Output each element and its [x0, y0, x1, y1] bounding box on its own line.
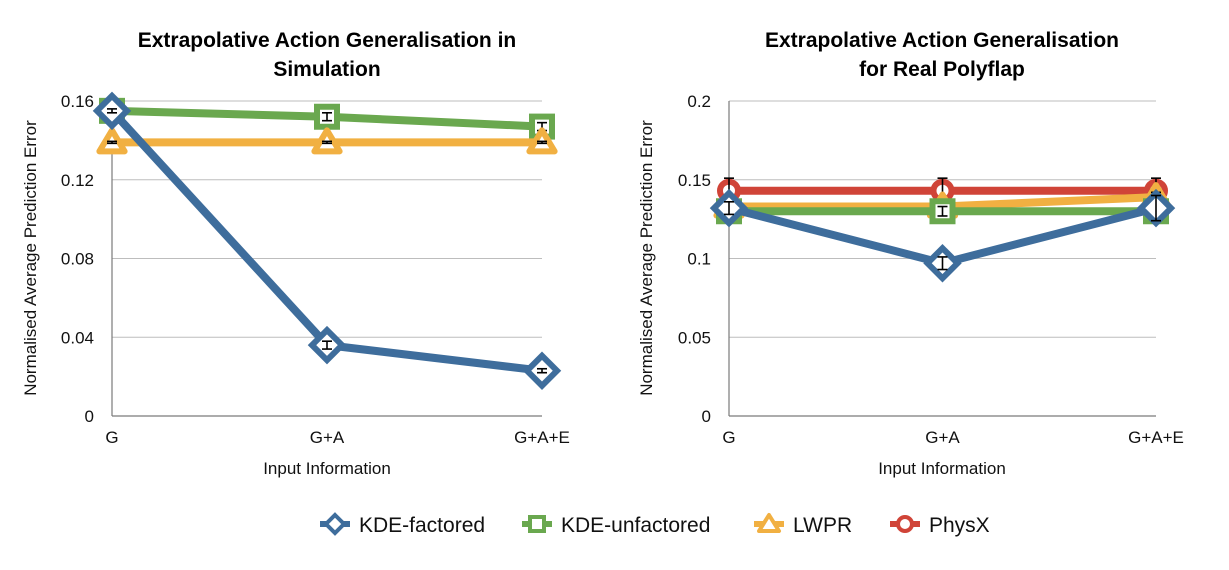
y-tick-label: 0 [702, 407, 711, 426]
legend-item-physx: PhysX [890, 514, 990, 537]
y-tick-label: 0.12 [61, 171, 94, 190]
error-bar [724, 201, 734, 216]
error-bar [107, 140, 117, 145]
x-axis-label: Input Information [263, 459, 391, 478]
legend-label: KDE-unfactored [561, 514, 710, 537]
y-tick-label: 0 [85, 407, 94, 426]
error-bar [537, 140, 547, 145]
legend-circle-icon [896, 515, 914, 533]
y-tick-label: 0.2 [687, 92, 711, 111]
x-tick-label: G [722, 428, 735, 447]
legend-item-kde-factored: KDE-factored [320, 512, 485, 537]
chart-title-line-2: for Real Polyflap [859, 58, 1025, 81]
y-tick-label: 0.04 [61, 328, 94, 347]
error-bar [322, 112, 332, 122]
chart-title-line-1: Extrapolative Action Generalisation in [138, 29, 516, 52]
chart-simulation: Extrapolative Action Generalisation in S… [21, 29, 570, 478]
x-tick-label: G [105, 428, 118, 447]
series-lwpr [96, 127, 558, 155]
legend-square-icon [528, 515, 546, 533]
y-tick-label: 0.15 [678, 171, 711, 190]
y-tick-label: 0.16 [61, 92, 94, 111]
y-tick-label: 0.05 [678, 328, 711, 347]
series-kde-factored [92, 91, 562, 390]
chart-real-polyflap: Extrapolative Action Generalisation for … [637, 29, 1184, 478]
legend-item-kde-unfactored: KDE-unfactored [522, 514, 710, 537]
error-bar [937, 205, 948, 217]
legend: KDE-factored KDE-unfactored LWPR PhysX [320, 512, 990, 537]
y-axis-label: Normalised Average Prediction Error [21, 120, 40, 396]
error-bar [1151, 194, 1161, 222]
error-bar [937, 256, 948, 271]
error-bar [322, 340, 332, 350]
legend-item-lwpr: LWPR [754, 513, 852, 537]
x-tick-label: G+A+E [1128, 428, 1184, 447]
legend-label: KDE-factored [359, 514, 485, 537]
legend-diamond-icon [323, 512, 347, 536]
chart-title-line-2: Simulation [273, 58, 380, 81]
x-tick-label: G+A [310, 428, 345, 447]
x-axis-label: Input Information [878, 459, 1006, 478]
error-bar [322, 140, 332, 145]
legend-label: PhysX [929, 514, 990, 537]
error-bar [537, 367, 547, 374]
y-tick-label: 0.1 [687, 250, 711, 269]
series-kde-factored [709, 188, 1176, 283]
y-axis-label: Normalised Average Prediction Error [637, 120, 656, 396]
legend-label: LWPR [793, 514, 852, 537]
chart-title-line-1: Extrapolative Action Generalisation [765, 29, 1119, 52]
legend-triangle-icon [757, 513, 781, 533]
x-tick-label: G+A [925, 428, 960, 447]
x-tick-label: G+A+E [514, 428, 570, 447]
y-tick-label: 0.08 [61, 250, 94, 269]
error-bar [107, 108, 117, 114]
